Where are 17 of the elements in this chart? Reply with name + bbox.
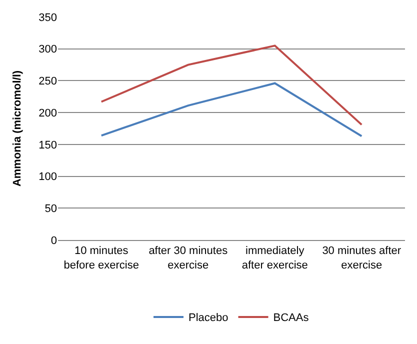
legend-label: Placebo: [188, 312, 228, 324]
y-tick-label: 200: [38, 107, 57, 120]
x-tick-label: immediately after exercise: [242, 245, 308, 272]
line-series: [100, 82, 363, 138]
x-tick-label: 30 minutes after exercise: [322, 245, 402, 272]
y-axis-title: Ammonia (micromol/l): [11, 70, 24, 187]
y-tick-label: 0: [50, 234, 57, 247]
legend-label: BCAAs: [273, 312, 310, 324]
line-series: [100, 44, 363, 126]
y-tick-label: 350: [38, 12, 57, 24]
y-tick-label: 300: [38, 44, 57, 56]
y-tick-label: 150: [38, 139, 57, 152]
x-tick-label: 10 minutes before exercise: [64, 245, 139, 272]
y-tick-label: 100: [38, 171, 57, 184]
y-tick-label: 50: [44, 202, 57, 215]
x-tick-label: after 30 minutes exercise: [148, 245, 228, 272]
y-tick-label: 250: [38, 76, 57, 88]
